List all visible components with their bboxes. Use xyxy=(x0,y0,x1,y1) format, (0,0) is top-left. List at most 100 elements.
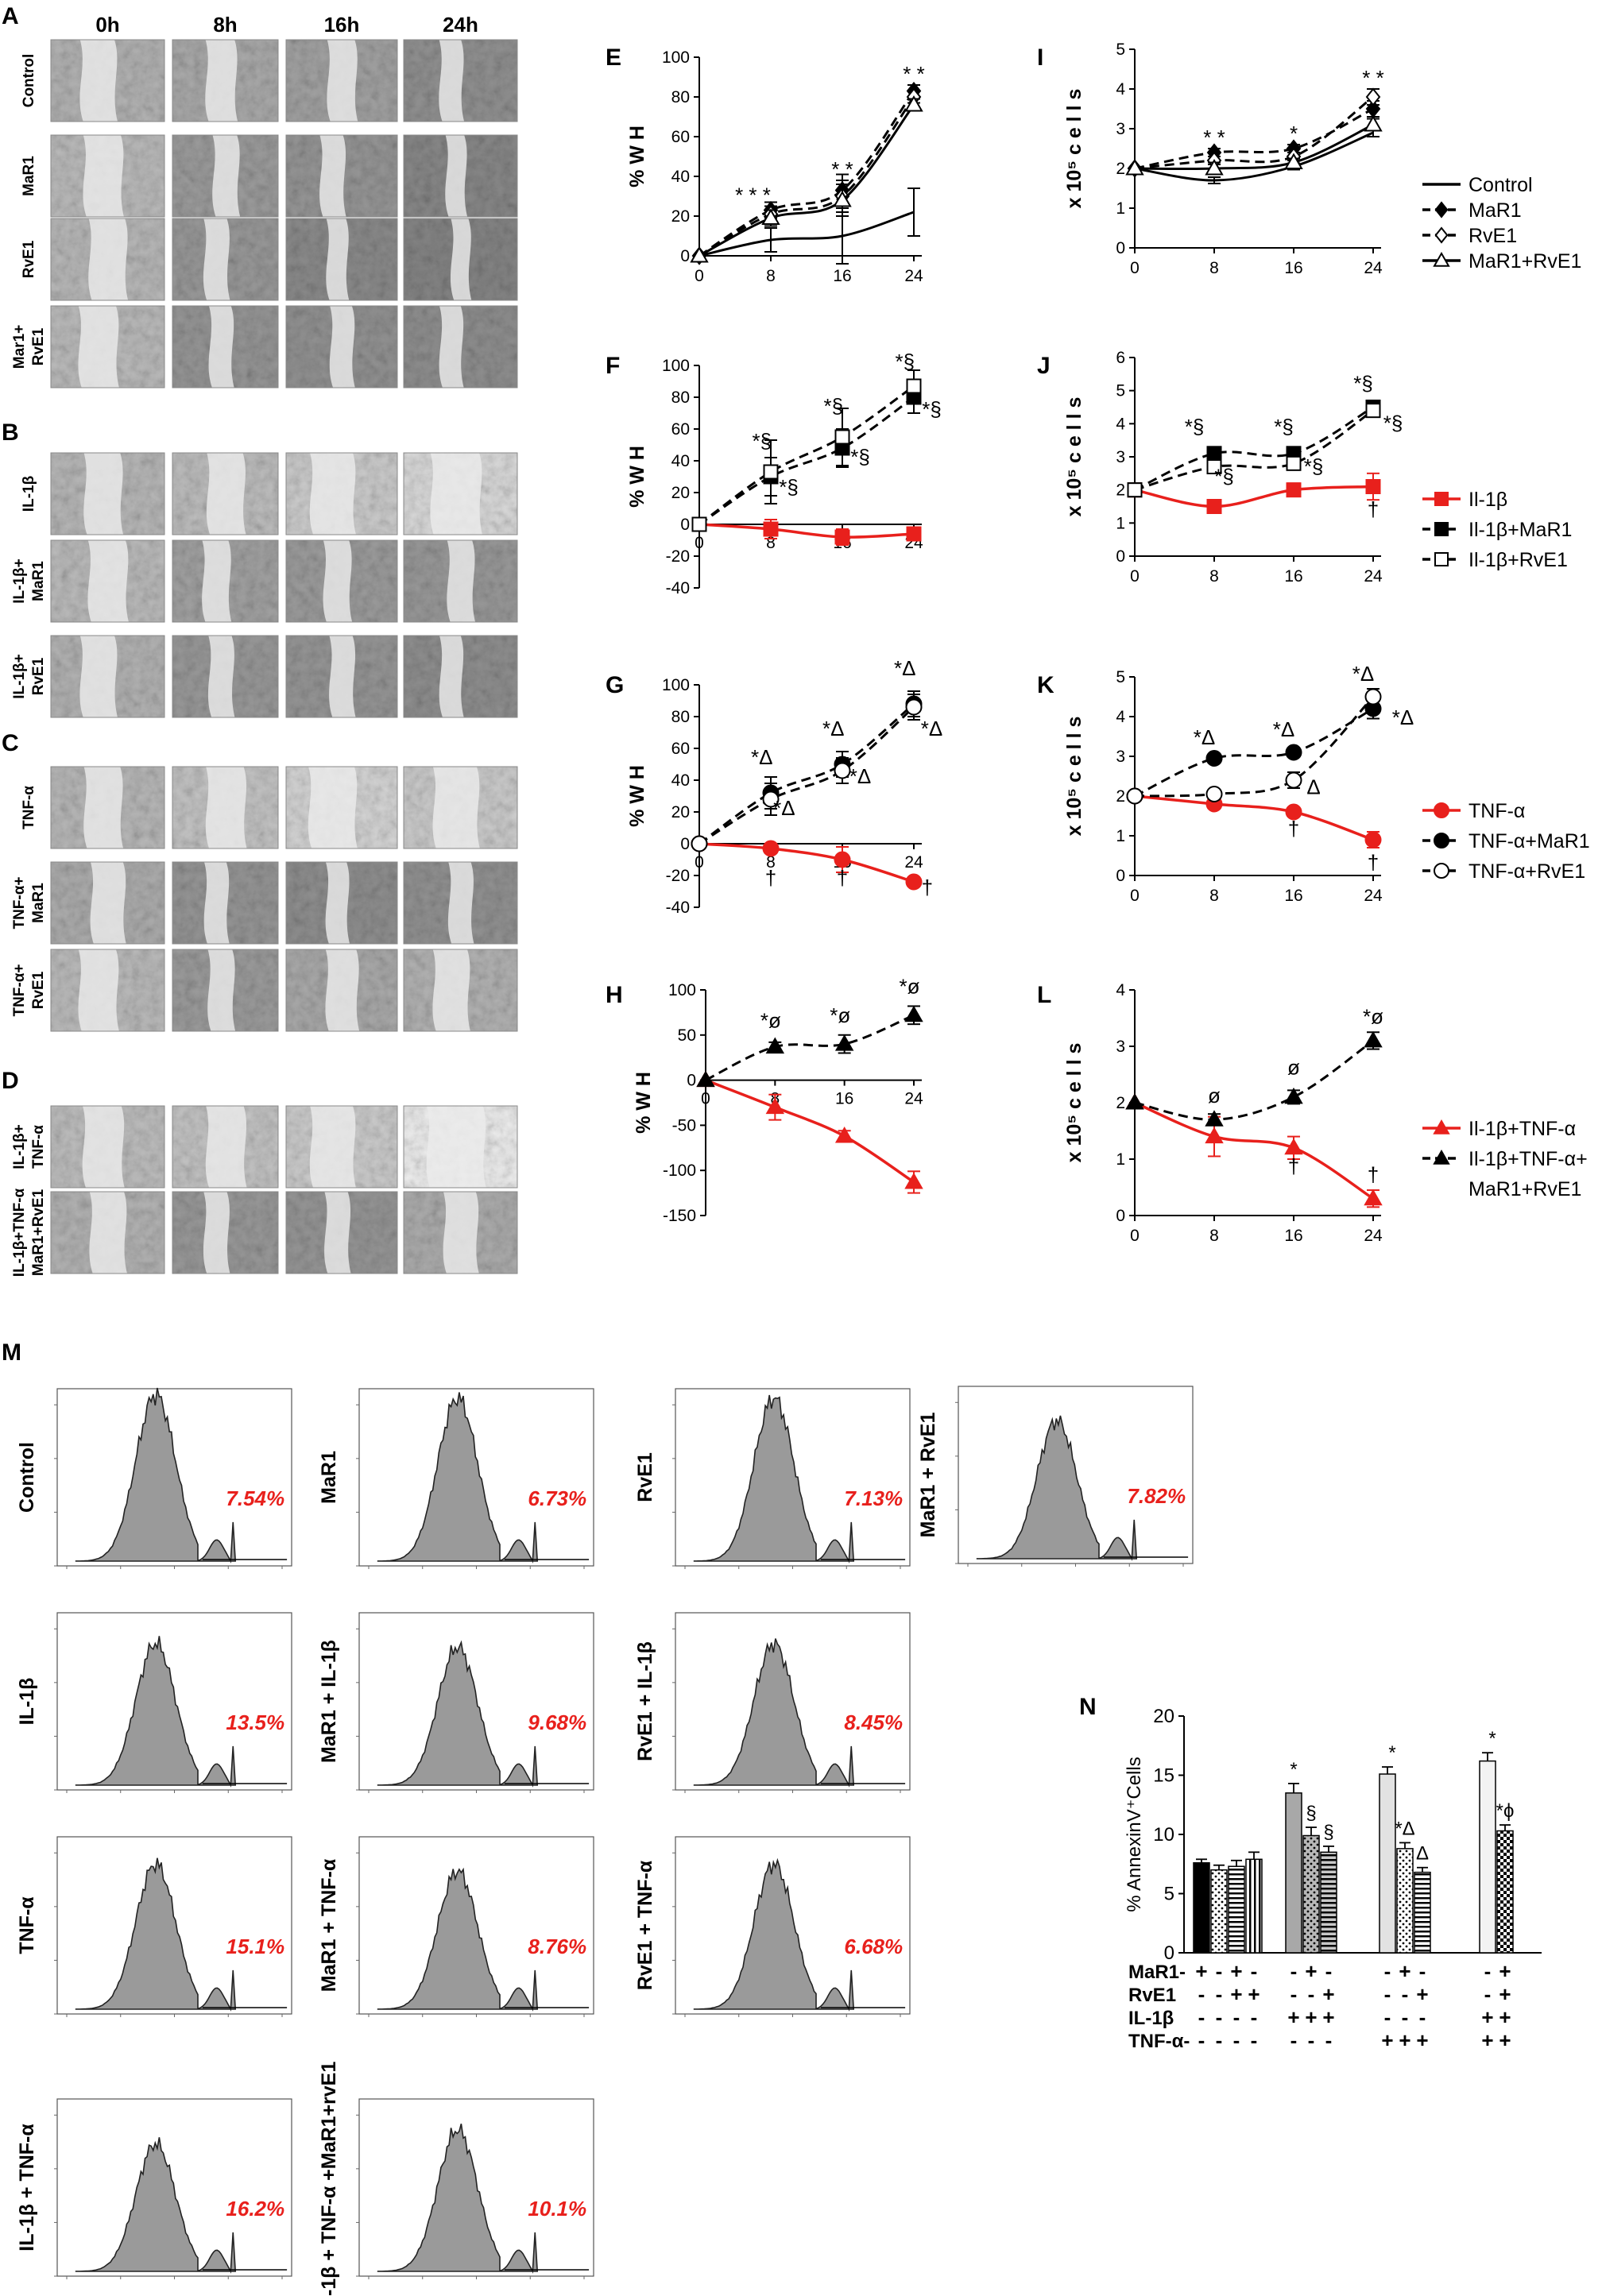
condition-sign: - xyxy=(1290,1982,1298,2006)
row-label: RvE1 xyxy=(21,240,37,278)
histogram-label: RvE1 xyxy=(634,1452,656,1502)
significance-mark: *Δ xyxy=(1194,725,1216,749)
row-label-line: RvE1 xyxy=(30,657,47,695)
histogram-distribution xyxy=(693,1857,855,2012)
condition-sign: - xyxy=(1419,2005,1426,2029)
data-point xyxy=(1364,1189,1383,1206)
gate-percentage: 7.54% xyxy=(226,1486,284,1510)
data-point xyxy=(905,873,923,891)
wound-gap xyxy=(83,453,124,535)
y-axis-label: % AnnexinV⁺Cells xyxy=(1124,1757,1145,1911)
scratch-frame xyxy=(172,218,279,301)
condition-sign: - xyxy=(1216,1959,1223,1983)
x-tick-label: 0 xyxy=(1130,887,1140,905)
y-axis-label: x 10⁵ c e l l s xyxy=(1063,1043,1085,1163)
y-tick-label: 0 xyxy=(680,835,690,853)
series-MaR1 xyxy=(691,81,922,265)
scratch-frame xyxy=(172,949,279,1032)
x-tick-label: 0 xyxy=(695,853,704,872)
data-point xyxy=(1286,455,1302,471)
data-point xyxy=(1205,1127,1224,1144)
wound-gap xyxy=(308,767,358,848)
condition-sign: - xyxy=(1251,2005,1258,2029)
chart-L: L 0 1 2 3 4 0 8 16 24 x 10⁵ c e l l s ø ø *ø † † xyxy=(1037,981,1383,1245)
series-line xyxy=(698,90,915,257)
y-tick-label: -20 xyxy=(666,547,690,566)
legend-text: Il-1β+TNF-α xyxy=(1468,1118,1576,1140)
data-point xyxy=(1365,87,1381,106)
significance-mark: * * xyxy=(831,157,853,181)
scratch-frame xyxy=(403,635,518,718)
panel-letter-G: G xyxy=(606,672,624,698)
y-tick-label: 1 xyxy=(1116,1150,1125,1169)
scratch-frame xyxy=(285,949,398,1032)
chart-F: F-40-20020406080100081624% W H*§*§*§*§*§… xyxy=(606,350,942,597)
x-tick-label: 8 xyxy=(1209,567,1219,586)
y-tick-label: 2 xyxy=(1116,160,1125,178)
series-line xyxy=(698,523,915,539)
y-tick-label: 15 xyxy=(1153,1765,1174,1787)
scratch-frame xyxy=(172,134,279,218)
x-tick-label: 8 xyxy=(1209,259,1219,277)
data-point xyxy=(1205,750,1223,767)
row-label-line: TNF-α+ xyxy=(11,964,28,1016)
time-header: 24h xyxy=(443,13,478,37)
data-point xyxy=(696,1070,715,1088)
wound-gap xyxy=(79,636,118,717)
histogram-label: MaR1 xyxy=(318,1451,340,1504)
condition-sign: + xyxy=(1287,2005,1299,2029)
scratch-frame xyxy=(403,1191,518,1274)
data-point xyxy=(765,1037,785,1054)
x-tick-label: 24 xyxy=(1364,887,1383,905)
scratch-frame xyxy=(50,539,165,623)
significance-mark: † xyxy=(1368,1162,1379,1186)
data-point xyxy=(1206,499,1222,514)
significance-mark: *§ xyxy=(1274,415,1294,439)
bar-chart-N: N 0 5 10 15 20 % AnnexinV⁺Cells * § § * *ΔΔ * *ϕ MaR1-… xyxy=(1079,1694,1542,2052)
significance-mark: * * xyxy=(1362,66,1383,90)
scratch-frame xyxy=(403,305,518,388)
y-tick-label: 3 xyxy=(1116,748,1125,766)
x-tick-label: 8 xyxy=(1209,887,1219,905)
data-point xyxy=(1205,1110,1224,1127)
panel-letter-F: F xyxy=(606,353,620,379)
series-line xyxy=(1134,406,1374,492)
series-TNF-α xyxy=(691,835,923,891)
data-point xyxy=(1125,158,1144,176)
panel-letter-I: I xyxy=(1037,44,1043,71)
scratch-frame xyxy=(50,635,165,718)
wound-gap xyxy=(439,636,464,717)
data-point xyxy=(1206,459,1222,474)
series-RvE1 xyxy=(1127,87,1381,178)
significance-mark: *§ xyxy=(1214,464,1234,488)
condition-sign: + xyxy=(1416,2028,1428,2052)
series-Il-1β+RvE1 xyxy=(691,369,922,532)
condition-sign: - xyxy=(1198,2005,1205,2029)
condition-sign: - xyxy=(1233,2028,1240,2052)
wound-gap xyxy=(88,218,129,300)
series-line xyxy=(1134,794,1374,841)
x-tick-label: 24 xyxy=(904,267,923,285)
condition-sign: + xyxy=(1322,2005,1334,2029)
series-Il-1β+MaR1 xyxy=(691,381,922,532)
scratch-frame xyxy=(403,861,518,945)
y-tick-label: 60 xyxy=(671,420,690,439)
wound-gap xyxy=(202,540,232,622)
data-point xyxy=(763,464,779,480)
significance-mark: † xyxy=(765,866,776,890)
data-point xyxy=(691,516,707,532)
y-tick-label: 4 xyxy=(1116,415,1125,433)
histogram: 7.54% Control xyxy=(16,1387,292,1569)
series-line xyxy=(1134,409,1374,492)
wound-gap xyxy=(445,135,468,217)
condition-sign: + xyxy=(1248,1982,1260,2006)
condition-sign: - xyxy=(1325,1959,1333,1983)
y-tick-label: 20 xyxy=(671,803,690,821)
y-tick-label: 80 xyxy=(671,88,690,106)
data-point xyxy=(906,526,922,542)
y-tick-label: 3 xyxy=(1116,448,1125,466)
condition-sign: - xyxy=(1484,1959,1492,1983)
series-TNF-α+RvE1 xyxy=(1126,688,1382,805)
condition-sign: - xyxy=(1251,1959,1258,1983)
